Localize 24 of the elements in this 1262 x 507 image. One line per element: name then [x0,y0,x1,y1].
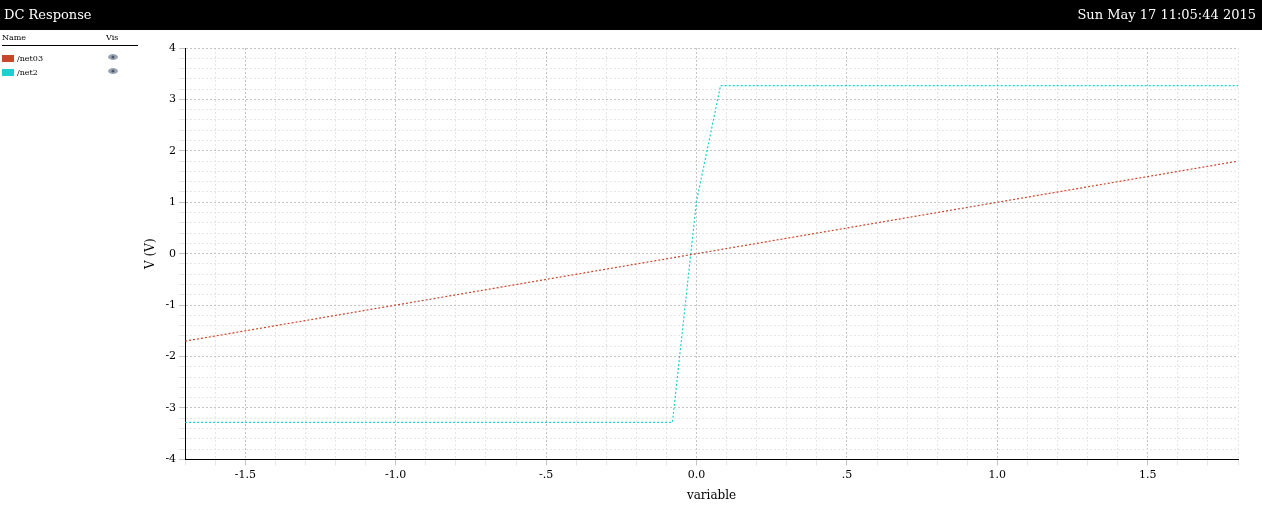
y-tick-label: -4 [165,452,177,466]
y-tick-label: 1 [169,195,177,209]
legend-title: Name [2,33,27,42]
legend-label: /net03 [17,54,43,63]
y-tick-label: 0 [169,246,177,260]
y-tick-label: -3 [165,400,177,414]
y-tick-label: 3 [169,92,177,106]
x-tick-label: .5 [841,467,853,481]
x-axis-title: variable [685,487,737,502]
text: Vis [106,33,119,42]
y-tick-label: 4 [169,40,177,54]
x-tick-label: -1.0 [385,467,407,481]
legend-label: /net2 [17,68,38,77]
y-tick-label: -1 [165,297,177,311]
text: DC Response [4,7,92,22]
text: Sun May 17 11:05:44 2015 [1077,7,1256,22]
x-tick-label: -.5 [538,467,554,481]
x-tick-label: 0.0 [687,467,706,481]
x-tick-label: -1.5 [234,467,256,481]
y-tick-label: -2 [165,349,177,363]
x-tick-label: 1.0 [988,467,1007,481]
x-tick-label: 1.5 [1139,467,1157,481]
y-axis-title: V (V) [143,238,158,270]
y-tick-label: 2 [169,143,177,157]
